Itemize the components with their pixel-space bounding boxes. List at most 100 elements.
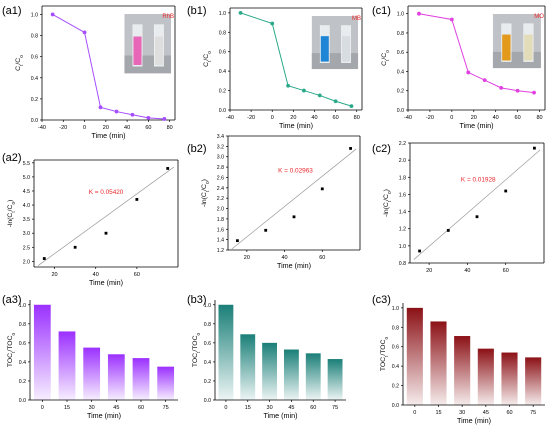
y-tick-label: 0.6 — [392, 345, 399, 351]
data-point — [114, 109, 119, 114]
y-tick-label: 5.0 — [23, 175, 30, 181]
x-tick-label: 60 — [145, 125, 151, 131]
panel-label: (b1) — [187, 5, 207, 17]
data-point — [270, 21, 275, 26]
y-tick-label: 3.2 — [217, 144, 224, 150]
y-tick-label: 2.0 — [399, 158, 406, 164]
y-tick-label: 0.2 — [204, 379, 211, 385]
data-point — [286, 83, 290, 88]
x-tick-label: 20 — [103, 125, 109, 131]
y-tick-label: 0.2 — [392, 384, 399, 390]
data-point — [236, 239, 239, 243]
x-tick-label: 40 — [311, 115, 317, 121]
x-tick-label: 60 — [333, 115, 339, 121]
data-point — [317, 93, 322, 98]
inset-shelf — [311, 53, 359, 70]
data-point — [349, 147, 352, 150]
data-point — [104, 231, 108, 235]
y-tick-label: 3.0 — [217, 155, 224, 161]
data-point — [482, 78, 487, 83]
x-axis-label: Time (min) — [459, 121, 493, 130]
data-point — [292, 215, 296, 219]
y-tick-label: 0.6 — [219, 50, 226, 56]
x-tick-label: 20 — [471, 115, 477, 121]
y-tick-label: 3.5 — [23, 217, 30, 223]
y-tick-label: 0.4 — [392, 364, 399, 370]
y-tick-label: 2.2 — [399, 141, 406, 147]
y-tick-label: 0.0 — [392, 403, 399, 409]
y-tick-label: 0.6 — [397, 50, 404, 56]
y-tick-label: 0.6 — [19, 341, 26, 347]
data-point — [302, 88, 306, 93]
y-tick-label: 1.0 — [204, 303, 211, 309]
y-axis-label: Ct/C0 — [381, 50, 391, 66]
y-tick-label: 0.2 — [31, 97, 38, 103]
y-tick-label: 1.8 — [399, 175, 406, 181]
x-tick-label: -40 — [404, 115, 412, 121]
y-tick-label: 0.4 — [204, 360, 211, 366]
x-tick-label: 15 — [64, 405, 70, 411]
x-axis-label: Time (min) — [263, 411, 297, 420]
inset-photo — [124, 14, 172, 74]
y-tick-label: 1.4 — [399, 210, 406, 216]
x-tick-label: 80 — [536, 115, 542, 121]
data-point — [98, 105, 103, 110]
y-tick-label: 5.5 — [23, 161, 30, 167]
x-tick-label: 40 — [493, 115, 499, 121]
data-point — [264, 228, 268, 232]
data-point — [320, 187, 324, 191]
bar — [262, 342, 278, 400]
fit-line — [37, 166, 175, 266]
panel-b3: (b3) 0.0 0.2 0.4 0.6 0.8 1.0 0 15 30 45 60 75 Time (m… — [187, 294, 346, 420]
x-tick-label: 80 — [354, 115, 360, 121]
bar — [58, 331, 76, 400]
vial-solution — [502, 34, 511, 61]
y-axis-label: TOCt/TOC0 — [192, 332, 202, 367]
y-tick-label: 1.0 — [399, 244, 406, 250]
y-tick-label: 2.4 — [217, 186, 224, 192]
data-point — [533, 146, 536, 150]
y-tick-label: 0.0 — [19, 398, 26, 404]
x-tick-label: 60 — [503, 268, 509, 274]
panel-c2: (c2) 0.8 1.0 1.2 1.4 1.6 1.8 2.0 2.2 20 40 60 -ln(Ct… — [372, 141, 545, 274]
y-tick-label: 1.6 — [399, 192, 406, 198]
x-tick-label: 20 — [290, 115, 296, 121]
panel-a2: (a2) 2.0 2.5 3.0 3.5 4.0 4.5 5.0 5.5 20 40 60 Time (… — [2, 152, 179, 287]
x-tick-label: 30 — [267, 405, 273, 411]
y-tick-label: 0.8 — [19, 322, 26, 328]
data-point — [135, 198, 139, 201]
y-tick-label: 2.6 — [217, 175, 224, 181]
y-tick-label: 0.2 — [219, 89, 226, 95]
y-tick-label: 1.8 — [217, 217, 224, 223]
y-axis-label: -ln(Ct/C0) — [383, 189, 393, 217]
bar — [327, 359, 343, 400]
x-axis-label: Time (min) — [277, 261, 311, 270]
y-tick-label: 2.0 — [217, 207, 224, 213]
panel-a3: (a3) 0.0 0.2 0.4 0.6 0.8 1.0 0 15 30 45 60 75 Time (m… — [2, 294, 178, 420]
bar — [430, 321, 447, 405]
y-tick-label: 1.2 — [217, 248, 224, 254]
x-tick-label: 20 — [426, 268, 432, 274]
data-point — [238, 10, 243, 15]
data-point — [418, 249, 421, 253]
y-tick-label: 0.2 — [397, 89, 404, 95]
y-tick-label: 0.2 — [19, 379, 26, 385]
x-tick-label: 60 — [515, 115, 521, 121]
data-point — [130, 112, 135, 117]
data-point — [449, 17, 454, 22]
data-point — [146, 115, 151, 120]
y-tick-label: 2.5 — [23, 245, 30, 251]
x-tick-label: 15 — [245, 405, 251, 411]
data-point — [50, 12, 55, 17]
x-tick-label: 0 — [224, 405, 227, 411]
panel-label: (a2) — [2, 152, 22, 164]
x-tick-label: 0 — [413, 410, 416, 416]
x-tick-label: 75 — [163, 405, 169, 411]
dye-label: MB — [352, 16, 361, 22]
x-tick-label: 20 — [52, 272, 58, 278]
y-tick-label: 0.4 — [397, 69, 404, 75]
y-tick-label: 0.8 — [204, 322, 211, 328]
rate-constant-annotation: K = 0.05420 — [89, 189, 124, 196]
y-tick-label: 0.0 — [204, 398, 211, 404]
